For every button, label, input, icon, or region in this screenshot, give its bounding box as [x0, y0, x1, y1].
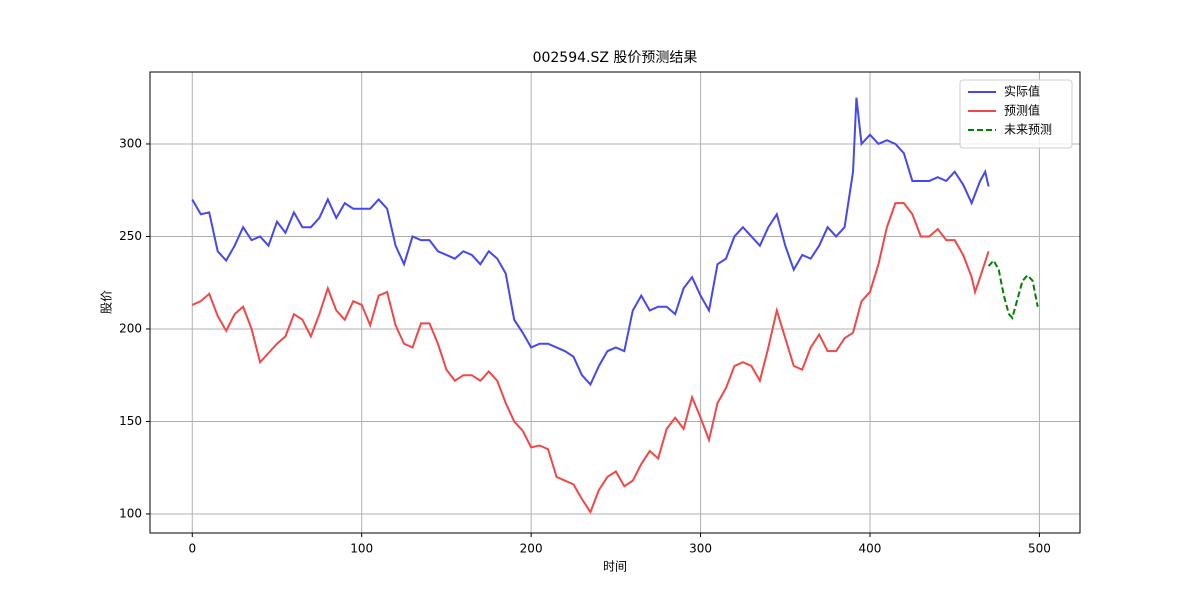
- y-tick-label: 250: [119, 229, 142, 243]
- data-line: [191, 202, 990, 515]
- data-line: [191, 97, 990, 387]
- y-tick-label: 200: [119, 321, 142, 335]
- legend-label: 实际值: [1004, 84, 1040, 99]
- chart-title: 002594.SZ 股价预测结果: [533, 50, 698, 66]
- x-tick-label: 400: [859, 542, 882, 556]
- legend-label: 预测值: [1004, 103, 1040, 118]
- x-tick-label: 200: [520, 542, 543, 556]
- x-tick-label: 300: [689, 542, 712, 556]
- y-tick-label: 300: [119, 136, 142, 150]
- y-axis-label: 股价: [100, 290, 114, 314]
- y-tick-label: 150: [119, 414, 142, 428]
- y-tick-label: 100: [119, 506, 142, 520]
- x-tick-label: 0: [188, 542, 196, 556]
- data-line: [987, 258, 1039, 320]
- plot-frame: [149, 71, 1081, 534]
- x-tick-label: 500: [1028, 542, 1051, 556]
- legend-label: 未来预测: [1004, 123, 1052, 137]
- x-axis-label: 时间: [603, 560, 627, 574]
- x-tick-label: 100: [350, 542, 373, 556]
